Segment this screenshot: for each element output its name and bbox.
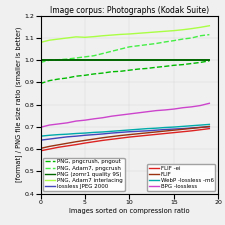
Y-axis label: [format] / PNG file size ratio (smaller is better): [format] / PNG file size ratio (smaller … — [15, 27, 22, 182]
Title: Image corpus: Photographs (Kodak Suite): Image corpus: Photographs (Kodak Suite) — [50, 6, 209, 15]
X-axis label: Images sorted on compression ratio: Images sorted on compression ratio — [69, 207, 190, 214]
Legend: FLIF -ei, FLIF, WebP -lossless -m6, BPG -lossless: FLIF -ei, FLIF, WebP -lossless -m6, BPG … — [147, 164, 216, 191]
